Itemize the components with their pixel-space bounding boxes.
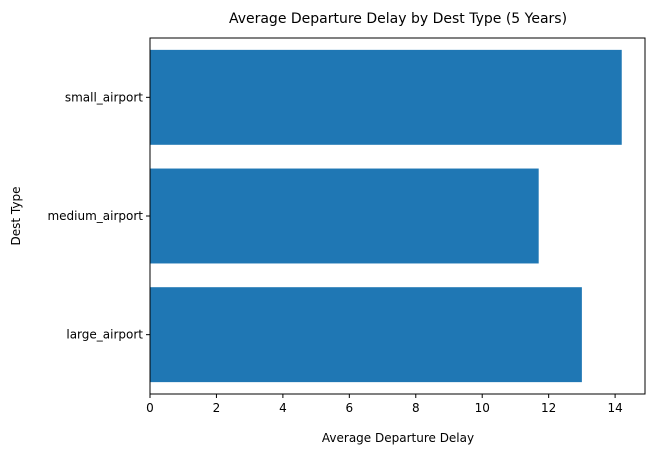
chart-title: Average Departure Delay by Dest Type (5 … xyxy=(229,11,567,27)
x-tick-label: 2 xyxy=(213,401,221,415)
bar-small-airport xyxy=(150,49,622,145)
x-axis-ticks: 0 2 4 6 8 10 12 14 xyxy=(146,394,623,415)
x-axis-label: Average Departure Delay xyxy=(322,431,474,445)
x-tick-label: 10 xyxy=(475,401,490,415)
y-axis-ticks: large_airport medium_airport small_airport xyxy=(47,90,150,342)
y-axis-label: Dest Type xyxy=(9,187,23,246)
y-tick-label: large_airport xyxy=(66,328,143,342)
y-tick-label: small_airport xyxy=(65,90,143,104)
x-tick-label: 14 xyxy=(607,401,622,415)
bar-medium-airport xyxy=(150,168,539,264)
bar-large-airport xyxy=(150,287,582,383)
x-tick-label: 4 xyxy=(279,401,287,415)
x-tick-label: 12 xyxy=(541,401,556,415)
y-tick-label: medium_airport xyxy=(47,209,143,223)
x-tick-label: 0 xyxy=(146,401,154,415)
x-tick-label: 6 xyxy=(346,401,354,415)
bars-group xyxy=(150,49,622,383)
x-tick-label: 8 xyxy=(412,401,420,415)
